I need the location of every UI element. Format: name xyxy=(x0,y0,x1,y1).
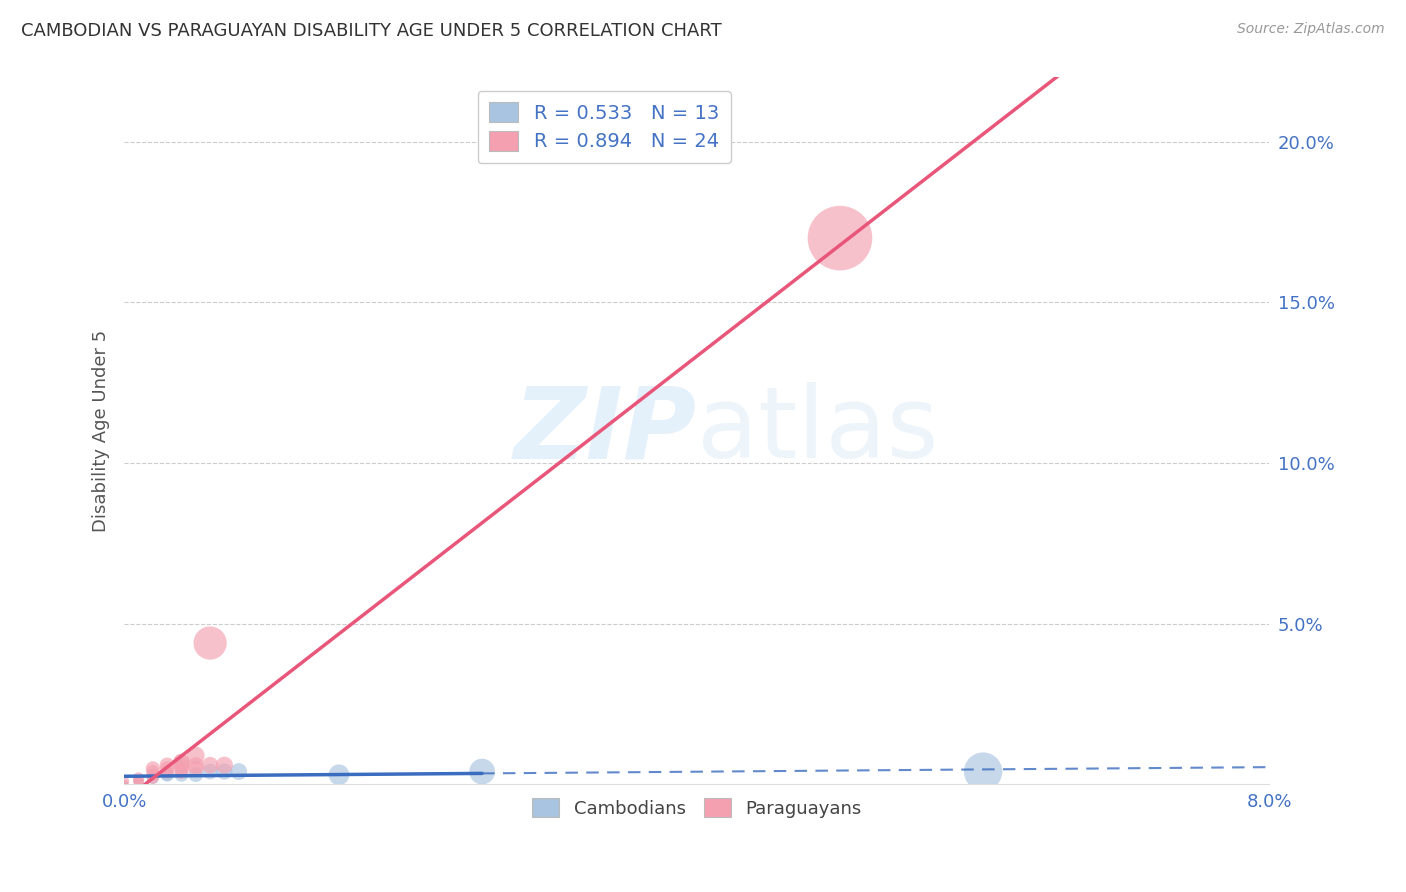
Text: Source: ZipAtlas.com: Source: ZipAtlas.com xyxy=(1237,22,1385,37)
Point xyxy=(156,758,179,772)
Legend: Cambodians, Paraguayans: Cambodians, Paraguayans xyxy=(524,791,869,825)
Text: ZIP: ZIP xyxy=(513,383,697,479)
Point xyxy=(328,768,350,782)
Point xyxy=(170,755,193,769)
Point xyxy=(170,755,193,769)
Point xyxy=(156,768,179,782)
Point xyxy=(112,774,135,789)
Point xyxy=(170,758,193,772)
Point xyxy=(184,748,207,763)
Point xyxy=(128,774,150,789)
Point xyxy=(142,768,165,782)
Point xyxy=(142,771,165,785)
Point xyxy=(142,764,165,779)
Point xyxy=(198,764,221,779)
Point xyxy=(156,764,179,779)
Point xyxy=(828,231,851,245)
Point xyxy=(142,771,165,785)
Text: atlas: atlas xyxy=(697,383,938,479)
Point xyxy=(156,761,179,775)
Point xyxy=(184,768,207,782)
Point xyxy=(128,771,150,785)
Y-axis label: Disability Age Under 5: Disability Age Under 5 xyxy=(93,330,110,532)
Point xyxy=(228,764,250,779)
Point xyxy=(170,764,193,779)
Point xyxy=(128,774,150,789)
Point xyxy=(156,768,179,782)
Point xyxy=(128,774,150,789)
Point xyxy=(471,764,494,779)
Point xyxy=(198,758,221,772)
Text: CAMBODIAN VS PARAGUAYAN DISABILITY AGE UNDER 5 CORRELATION CHART: CAMBODIAN VS PARAGUAYAN DISABILITY AGE U… xyxy=(21,22,721,40)
Point xyxy=(170,768,193,782)
Point xyxy=(184,758,207,772)
Point xyxy=(170,761,193,775)
Point xyxy=(972,764,994,779)
Point xyxy=(184,761,207,775)
Point xyxy=(112,777,135,791)
Point xyxy=(214,764,236,779)
Point xyxy=(198,636,221,650)
Point xyxy=(142,761,165,775)
Point xyxy=(214,758,236,772)
Point xyxy=(112,777,135,791)
